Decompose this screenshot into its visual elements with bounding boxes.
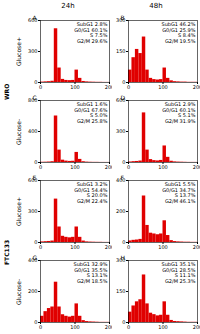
- html-text:Glucose+: Glucose+: [14, 197, 22, 227]
- svg-text:0: 0: [127, 164, 130, 170]
- svg-text:100: 100: [70, 324, 80, 330]
- svg-text:100: 100: [158, 324, 168, 330]
- svg-text:100: 100: [158, 244, 168, 250]
- svg-text:400: 400: [116, 177, 126, 184]
- svg-text:0: 0: [127, 324, 130, 330]
- svg-text:200: 200: [105, 324, 112, 330]
- svg-text:300: 300: [116, 128, 126, 134]
- svg-text:0: 0: [34, 239, 37, 245]
- svg-text:SubG1 35.1%G0/G1 28.5%S 11.1%G: SubG1 35.1%G0/G1 28.5%S 11.1%G2/M 25.3%: [161, 261, 195, 284]
- svg-text:200: 200: [193, 164, 200, 170]
- svg-text:200: 200: [193, 84, 200, 90]
- html-text:Glucose-: Glucose-: [14, 279, 22, 305]
- svg-text:0: 0: [39, 164, 42, 170]
- svg-text:100: 100: [158, 84, 168, 90]
- html-text:FTC133: FTC133: [2, 239, 10, 265]
- svg-text:SubG1 5.5%G0/G1 34.7%S 13.7%G2: SubG1 5.5%G0/G1 34.7%S 13.7%G2/M 46.1%: [162, 181, 196, 204]
- svg-text:200: 200: [28, 288, 38, 294]
- svg-text:100: 100: [158, 164, 168, 170]
- svg-text:0: 0: [127, 84, 130, 90]
- svg-text:SubG1 3.2%G0/G1 54.4%S 20.0%G2: SubG1 3.2%G0/G1 54.4%S 20.0%G2/M 22.4%: [74, 181, 108, 204]
- svg-text:100: 100: [70, 244, 80, 250]
- svg-text:200: 200: [193, 244, 200, 250]
- svg-text:0: 0: [34, 319, 37, 325]
- html-text:WRO: WRO: [2, 83, 10, 101]
- svg-text:SubG1 32.9%G0/G1 35.5%S 13.1%G: SubG1 32.9%G0/G1 35.5%S 13.1%G2/M 18.5%: [73, 261, 107, 284]
- svg-text:200: 200: [105, 244, 112, 250]
- svg-text:300: 300: [28, 208, 38, 214]
- svg-text:0: 0: [39, 324, 42, 330]
- html-text:Glucose+: Glucose+: [14, 37, 22, 67]
- svg-text:G: G: [33, 254, 38, 261]
- svg-text:150: 150: [116, 288, 126, 294]
- html-text:Glucose-: Glucose-: [14, 119, 22, 145]
- html-text:24h: 24h: [61, 2, 75, 10]
- svg-text:SubG1 46.2%G0/G1 25.9%S 8.4%G2: SubG1 46.2%G0/G1 25.9%S 8.4%G2/M 19.5%: [161, 21, 195, 43]
- svg-text:100: 100: [70, 164, 80, 170]
- svg-text:0: 0: [122, 79, 125, 85]
- svg-text:E: E: [33, 174, 37, 181]
- svg-text:A: A: [33, 14, 38, 21]
- svg-text:D: D: [121, 94, 126, 101]
- svg-text:0: 0: [122, 159, 125, 165]
- svg-text:SubG1 2.8%G0/G1 60.1%S 7.5%G2/: SubG1 2.8%G0/G1 60.1%S 7.5%G2/M 29.6%: [74, 21, 108, 43]
- svg-text:0: 0: [122, 319, 125, 325]
- svg-text:F: F: [121, 174, 125, 181]
- svg-text:B: B: [121, 14, 125, 21]
- svg-text:200: 200: [116, 208, 126, 214]
- svg-text:200: 200: [105, 84, 112, 90]
- svg-text:H: H: [121, 254, 126, 261]
- svg-text:SubG1 1.6%G0/G1 67.6%S 5.0%G2/: SubG1 1.6%G0/G1 67.6%S 5.0%G2/M 25.8%: [74, 101, 108, 124]
- svg-text:150: 150: [116, 48, 126, 54]
- svg-text:100: 100: [70, 84, 80, 90]
- svg-text:400: 400: [28, 128, 38, 134]
- svg-text:0: 0: [34, 159, 37, 165]
- svg-text:200: 200: [193, 324, 200, 330]
- html-text:48h: 48h: [149, 2, 163, 10]
- svg-text:200: 200: [105, 164, 112, 170]
- svg-text:C: C: [33, 94, 37, 101]
- svg-text:0: 0: [127, 244, 130, 250]
- svg-text:0: 0: [122, 239, 125, 245]
- svg-text:300: 300: [28, 48, 38, 54]
- svg-text:0: 0: [39, 244, 42, 250]
- svg-text:SubG1 2.9%G0/G1 60.1%S 5.1%G2/: SubG1 2.9%G0/G1 60.1%S 5.1%G2/M 31.9%: [162, 101, 196, 124]
- svg-text:0: 0: [39, 84, 42, 90]
- svg-text:0: 0: [34, 79, 37, 85]
